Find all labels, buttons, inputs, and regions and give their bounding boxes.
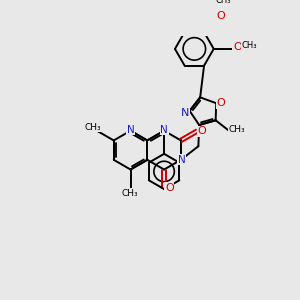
Text: O: O — [165, 183, 174, 193]
Text: CH₃: CH₃ — [215, 0, 231, 4]
Text: CH₃: CH₃ — [242, 41, 257, 50]
Text: N: N — [127, 125, 134, 135]
Text: CH₃: CH₃ — [84, 123, 101, 132]
Text: O: O — [216, 98, 225, 108]
Text: N: N — [178, 155, 186, 165]
Text: CH₃: CH₃ — [121, 189, 138, 198]
Text: N: N — [181, 108, 189, 118]
Text: CH₃: CH₃ — [229, 125, 245, 134]
Text: O: O — [216, 11, 225, 21]
Text: O: O — [198, 126, 206, 136]
Text: O: O — [233, 42, 242, 52]
Text: N: N — [160, 125, 168, 135]
